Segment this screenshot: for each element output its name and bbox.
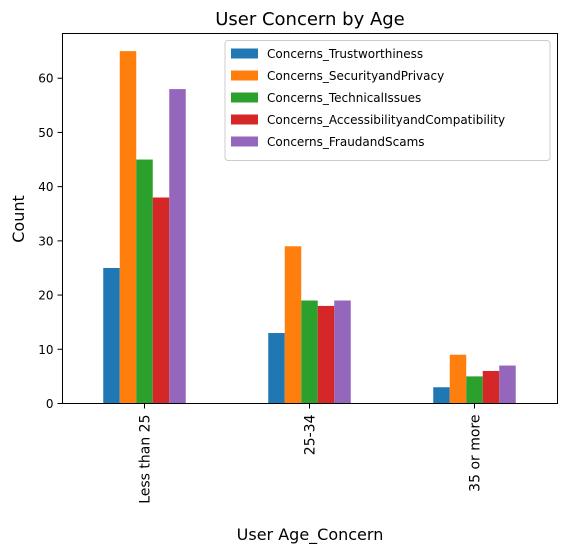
bar-less-than-25-series-0 — [103, 267, 120, 404]
y-tick-label: 50 — [38, 126, 53, 140]
legend-swatch — [231, 136, 258, 147]
bar-25-34-series-2 — [301, 300, 318, 404]
legend-label: Concerns_TechnicalIssues — [267, 91, 421, 105]
x-tick-label: Less than 25 — [138, 415, 154, 504]
bar-less-than-25-series-2 — [136, 159, 153, 404]
legend-label: Concerns_Trustworthiness — [267, 47, 423, 61]
bar-35-or-more-series-3 — [482, 370, 500, 404]
bar-25-34-series-0 — [268, 333, 285, 404]
bar-35-or-more-series-4 — [499, 365, 516, 404]
y-tick-label: 0 — [46, 397, 54, 411]
x-tick-label: 35 or more — [468, 415, 484, 492]
y-tick-label: 40 — [38, 180, 53, 194]
bar-25-34-series-1 — [284, 246, 302, 404]
chart-title: User Concern by Age — [215, 9, 405, 30]
legend-swatch — [231, 70, 258, 81]
bar-35-or-more-series-0 — [433, 387, 450, 404]
bars-group — [103, 51, 516, 404]
y-tick-label: 30 — [38, 234, 53, 248]
bar-25-34-series-3 — [317, 305, 335, 404]
legend-label: Concerns_FraudandScams — [267, 135, 425, 149]
bar-less-than-25-series-1 — [119, 51, 137, 404]
legend-swatch — [231, 92, 258, 103]
legend-swatch — [231, 48, 258, 59]
legend: Concerns_Trustworthiness Concerns_Securit… — [224, 40, 551, 161]
x-tick-label: 25-34 — [303, 414, 319, 455]
legend-label: Concerns_AccessibilityandCompatibility — [267, 113, 505, 127]
bar-35-or-more-series-1 — [449, 354, 467, 404]
bar-less-than-25-series-4 — [169, 89, 186, 404]
legend-label: Concerns_SecurityandPrivacy — [267, 69, 444, 83]
plot-frame — [62, 33, 558, 404]
x-axis-label: User Age_Concern — [237, 525, 384, 545]
y-ticks-group: 0 10 20 30 40 50 60 — [38, 72, 63, 411]
x-ticks-group: Less than 25 25-34 35 or more — [138, 403, 484, 504]
legend-box — [224, 40, 551, 161]
bar-less-than-25-series-3 — [152, 197, 170, 404]
y-tick-label: 60 — [38, 72, 53, 86]
bar-25-34-series-4 — [334, 300, 351, 404]
legend-swatch — [231, 114, 258, 125]
y-tick-label: 10 — [38, 343, 53, 357]
y-axis-label: Count — [9, 195, 28, 243]
bar-35-or-more-series-2 — [466, 376, 483, 404]
y-tick-label: 20 — [38, 289, 53, 303]
